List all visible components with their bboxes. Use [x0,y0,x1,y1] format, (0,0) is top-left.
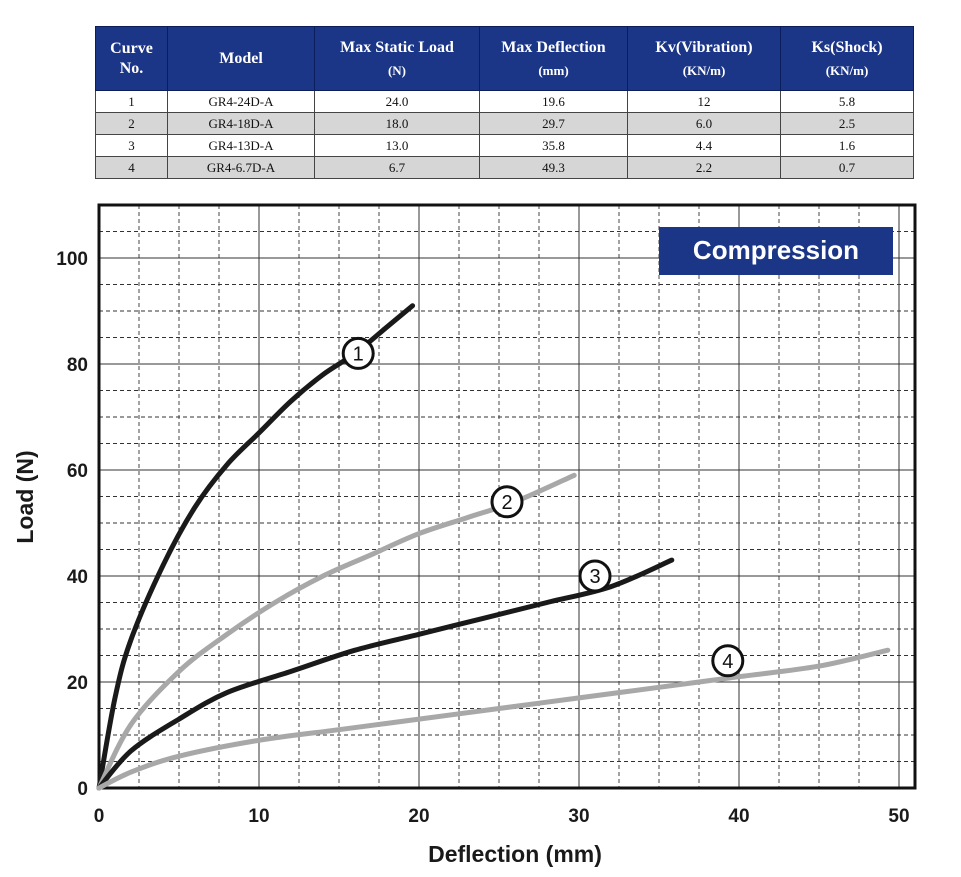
x-tick-label: 20 [408,806,429,827]
table-row: 4 GR4-6.7D-A 6.7 49.3 2.2 0.7 [95,156,914,179]
curve-label: 2 [501,492,512,514]
y-tick-label: 0 [77,779,88,800]
curve-label: 4 [722,651,733,673]
cell-kv: 6.0 [627,112,781,135]
series-layer [96,303,891,791]
curve-label-circle [341,336,375,370]
series-line-3 [96,557,675,791]
curve-label-circle [711,644,745,678]
header-max-deflection: Max Deflection (mm) [479,26,628,91]
header-ks-shock: Ks(Shock) (KN/m) [780,26,914,91]
y-tick-label: 20 [67,673,88,694]
tick-labels: 0 10 20 30 40 50 0 20 40 60 80 100 [56,249,909,827]
header-max-static-load: Max Static Load (N) [314,26,480,91]
x-tick-label: 10 [248,806,269,827]
x-tick-label: 30 [568,806,589,827]
cell-kv: 2.2 [627,156,781,179]
cell-max-deflection: 29.7 [479,112,628,135]
cell-max-deflection: 19.6 [479,90,628,113]
x-axis-label: Deflection (mm) [428,841,602,867]
y-tick-label: 60 [67,461,88,482]
x-tick-label: 0 [94,806,105,827]
compression-badge: Compression [659,227,893,275]
header-curve-no: Curve No. [95,26,168,91]
series-line-2 [96,472,577,791]
compression-badge-label: Compression [693,235,859,265]
y-tick-label: 100 [56,249,88,270]
header-model: Model [167,26,315,91]
series-line-4 [96,647,891,791]
spec-table: Curve No. Model Max Static Load (N) Max D… [95,26,914,179]
cell-max-deflection: 49.3 [479,156,628,179]
cell-max-deflection: 35.8 [479,134,628,157]
cell-curve-no: 4 [95,156,168,179]
table-row: 2 GR4-18D-A 18.0 29.7 6.0 2.5 [95,112,914,135]
y-tick-label: 80 [67,355,88,376]
cell-ks: 2.5 [780,112,914,135]
cell-ks: 5.8 [780,90,914,113]
curve-label-circle [578,559,612,593]
curve-label: 1 [353,343,364,365]
curve-labels: 1 2 3 4 [341,336,745,678]
cell-max-static-load: 6.7 [314,156,480,179]
curve-label-circle [490,485,524,519]
table-row: 1 GR4-24D-A 24.0 19.6 12 5.8 [95,90,914,113]
cell-model: GR4-13D-A [167,134,315,157]
cell-model: GR4-6.7D-A [167,156,315,179]
cell-model: GR4-18D-A [167,112,315,135]
cell-kv: 12 [627,90,781,113]
cell-model: GR4-24D-A [167,90,315,113]
x-tick-label: 40 [728,806,749,827]
table-header-row: Curve No. Model Max Static Load (N) Max D… [95,26,914,91]
y-axis-label: Load (N) [12,450,38,543]
curve-label: 3 [589,566,600,588]
series-line-1 [96,303,416,791]
cell-ks: 0.7 [780,156,914,179]
compression-badge-box [659,227,893,275]
y-tick-label: 40 [67,567,88,588]
cell-curve-no: 2 [95,112,168,135]
x-tick-label: 50 [888,806,909,827]
plot-frame [97,203,917,790]
